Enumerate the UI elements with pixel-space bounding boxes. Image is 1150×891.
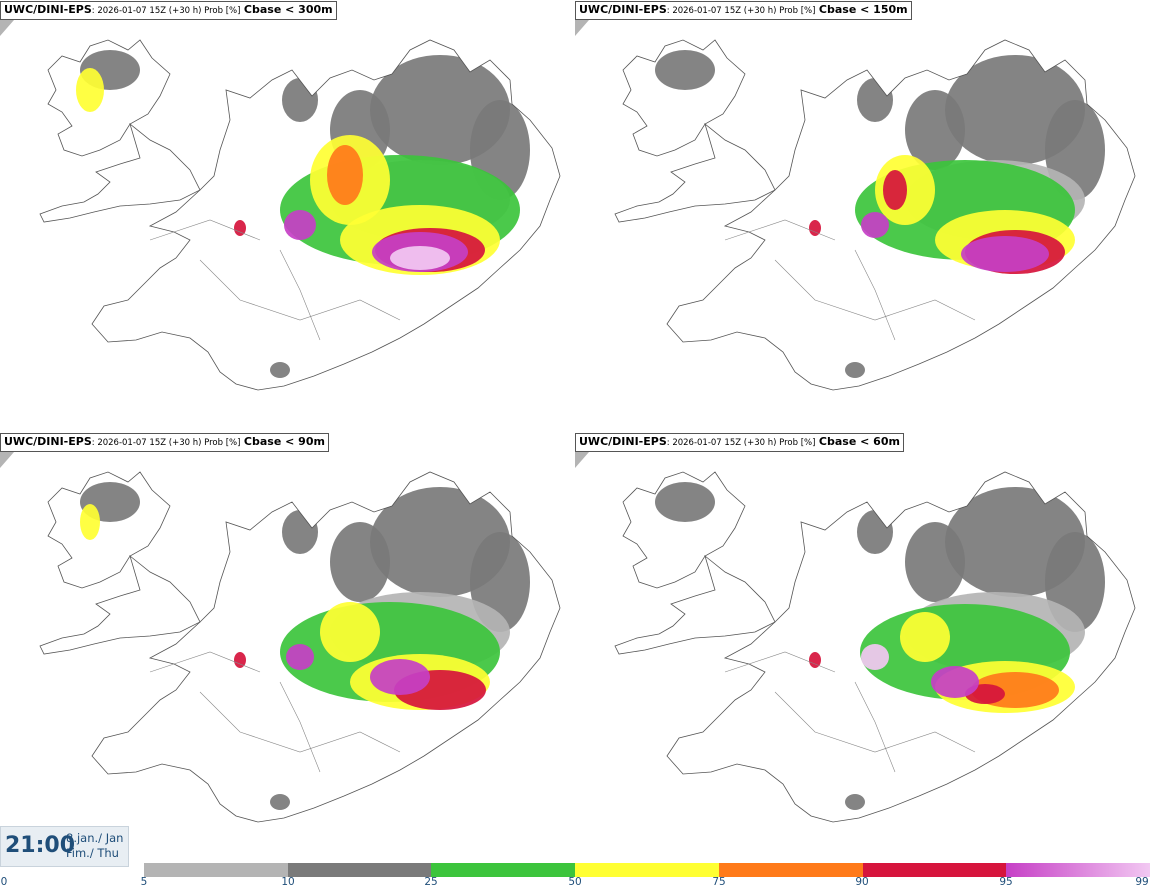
map-panel-90m: UWC/DINI-EPS: 2026-01-07 15Z (+30 h) Pro… — [0, 432, 575, 862]
variable-label: Cbase < 90m — [243, 435, 325, 448]
map-panel-150m: UWC/DINI-EPS: 2026-01-07 15Z (+30 h) Pro… — [575, 0, 1150, 430]
iceland-map-150m — [575, 20, 1136, 391]
iceland-map-300m — [0, 20, 561, 391]
colorbar-tick: 99 — [1135, 876, 1149, 888]
colorbar-tick: 75 — [712, 876, 726, 888]
iceland-map-90m — [0, 452, 561, 823]
source-label: UWC/DINI-EPS — [579, 435, 667, 448]
panel-title: UWC/DINI-EPS: 2026-01-07 15Z (+30 h) Pro… — [575, 1, 912, 20]
panel-title: UWC/DINI-EPS: 2026-01-07 15Z (+30 h) Pro… — [575, 433, 904, 452]
colorbar-tick: 50 — [568, 876, 582, 888]
run-info: : 2026-01-07 15Z (+30 h) Prob [%] — [91, 6, 241, 16]
valid-date: 8.jan./ Jan Fim./ Thu — [66, 831, 123, 861]
colorbar-tick: 10 — [281, 876, 295, 888]
panel-title: UWC/DINI-EPS: 2026-01-07 15Z (+30 h) Pro… — [0, 433, 329, 452]
colorbar-tick: 5 — [140, 876, 148, 888]
colorbar-segment-10-25 — [287, 863, 432, 877]
map-panel-60m: UWC/DINI-EPS: 2026-01-07 15Z (+30 h) Pro… — [575, 432, 1150, 862]
variable-label: Cbase < 150m — [818, 3, 908, 16]
date-line-2: Fim./ Thu — [66, 846, 119, 860]
colorbar — [144, 863, 1150, 877]
run-info: : 2026-01-07 15Z (+30 h) Prob [%] — [666, 6, 816, 16]
colorbar-segment-75-90 — [718, 863, 863, 877]
colorbar-segment-50-75 — [575, 863, 719, 877]
colorbar-segment-5-10 — [144, 863, 288, 877]
colorbar-tick: 25 — [424, 876, 438, 888]
iceland-map-60m — [575, 452, 1136, 823]
valid-time-box: 21:00 8.jan./ Jan Fim./ Thu — [0, 826, 129, 867]
colorbar-tick: 90 — [855, 876, 869, 888]
colorbar-segment-90-95 — [862, 863, 1007, 877]
variable-label: Cbase < 60m — [818, 435, 900, 448]
colorbar-tick: 95 — [999, 876, 1013, 888]
source-label: UWC/DINI-EPS — [4, 3, 92, 16]
variable-label: Cbase < 300m — [243, 3, 333, 16]
run-info: : 2026-01-07 15Z (+30 h) Prob [%] — [91, 438, 241, 448]
map-panel-300m: UWC/DINI-EPS: 2026-01-07 15Z (+30 h) Pro… — [0, 0, 575, 430]
date-line-1: 8.jan./ Jan — [66, 831, 124, 845]
colorbar-tick: 0 — [0, 876, 8, 888]
colorbar-segment-95-99 — [1006, 863, 1150, 877]
source-label: UWC/DINI-EPS — [579, 3, 667, 16]
valid-time: 21:00 — [5, 833, 76, 858]
colorbar-segment-25-50 — [431, 863, 576, 877]
panel-title: UWC/DINI-EPS: 2026-01-07 15Z (+30 h) Pro… — [0, 1, 337, 20]
source-label: UWC/DINI-EPS — [4, 435, 92, 448]
run-info: : 2026-01-07 15Z (+30 h) Prob [%] — [666, 438, 816, 448]
colorbar-ticks: 0 5 10 25 50 75 90 95 99 — [0, 876, 1150, 890]
